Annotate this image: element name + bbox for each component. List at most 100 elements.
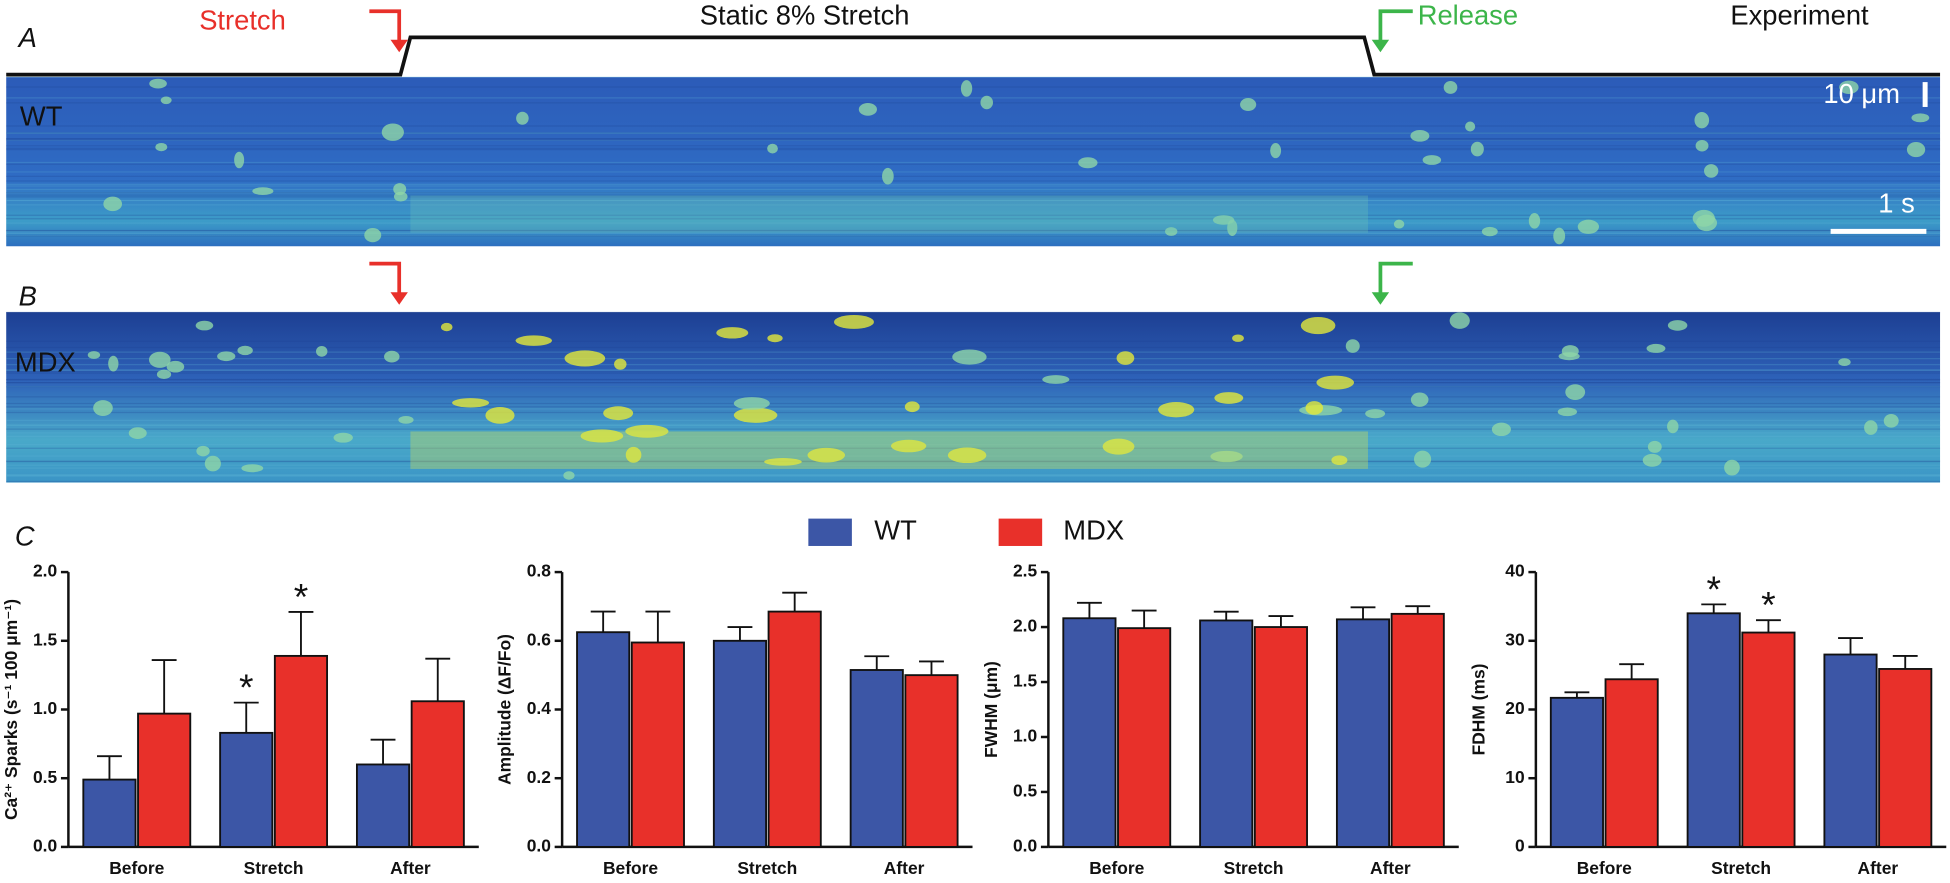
bar <box>1823 653 1878 848</box>
spark <box>1042 375 1070 384</box>
y-tick-label: 0.2 <box>527 767 551 787</box>
bar <box>1390 612 1445 848</box>
spark <box>1449 312 1470 329</box>
spark <box>108 355 119 372</box>
linescan-mdx <box>6 311 1941 483</box>
spark <box>1210 450 1243 463</box>
spark <box>563 471 575 480</box>
spark <box>1102 438 1135 455</box>
spark <box>733 397 770 410</box>
spark <box>564 350 606 367</box>
linescan-background <box>6 77 1941 247</box>
x-tick-label: Before <box>109 858 164 878</box>
spark <box>1692 209 1715 227</box>
y-tick-label: 10 <box>1505 767 1524 787</box>
stretch-band <box>410 431 1368 469</box>
legend-label: WT <box>874 515 917 546</box>
spark <box>1212 215 1235 225</box>
x-tick-label: After <box>390 858 431 878</box>
linescan-wt <box>6 76 1941 247</box>
stretch-band <box>410 195 1368 233</box>
spark <box>1491 422 1511 437</box>
x-tick-label: After <box>1370 858 1411 878</box>
spark <box>149 78 167 89</box>
bar <box>273 654 329 848</box>
spark <box>1481 226 1498 237</box>
spark <box>1443 80 1458 94</box>
spark <box>515 335 552 346</box>
static-label: Static 8% Stretch <box>700 0 910 31</box>
spark <box>196 445 210 457</box>
spark <box>1465 121 1476 132</box>
spark <box>858 103 877 116</box>
bar <box>712 639 768 848</box>
stretch-arrowhead <box>390 39 408 53</box>
y-tick-label: 20 <box>1505 698 1524 718</box>
spark <box>516 111 529 125</box>
spark <box>384 350 400 363</box>
spark <box>1883 413 1899 428</box>
spark <box>733 407 778 423</box>
spark <box>252 187 274 196</box>
stretch-label: Stretch <box>199 5 286 36</box>
spark <box>1165 227 1178 236</box>
bar <box>137 712 192 848</box>
spark <box>833 314 874 329</box>
spark <box>166 360 185 373</box>
spark <box>1864 420 1878 435</box>
spark <box>952 349 987 365</box>
x-tick-label: After <box>884 858 925 878</box>
bar <box>1062 617 1117 848</box>
spark <box>1345 339 1360 353</box>
spark <box>1724 459 1740 476</box>
spark <box>960 80 973 97</box>
y-tick-label: 0.8 <box>527 561 552 581</box>
bar <box>849 669 904 848</box>
spark <box>1667 419 1679 434</box>
spark <box>364 228 382 243</box>
spark <box>204 455 221 472</box>
spark <box>625 446 642 463</box>
panel-label: B <box>19 281 37 312</box>
spark <box>1158 402 1195 418</box>
y-tick-label: 2.0 <box>33 561 57 581</box>
bar <box>1199 619 1254 848</box>
y-tick-label: 0.0 <box>1013 836 1037 856</box>
release-arrow <box>1378 261 1413 300</box>
spark <box>128 427 147 440</box>
spark <box>234 151 245 169</box>
bar <box>355 763 411 848</box>
scale-x-label: 1 s <box>1878 187 1914 218</box>
spark <box>882 167 894 185</box>
spark <box>1839 80 1859 95</box>
bar <box>904 674 959 848</box>
legend-swatch <box>808 518 852 546</box>
bar <box>410 700 465 848</box>
spark <box>316 345 328 357</box>
spark <box>1240 98 1257 112</box>
stretch-arrow <box>369 9 402 48</box>
significance-marker: * <box>1761 584 1776 626</box>
y-axis-label: Amplitude (ΔF/Fo) <box>495 634 515 785</box>
spark <box>1232 334 1244 342</box>
bar <box>1741 631 1796 848</box>
spark <box>241 464 264 473</box>
x-tick-label: Stretch <box>244 858 304 878</box>
spark <box>93 400 113 416</box>
spark <box>1316 375 1354 390</box>
spark <box>1470 141 1484 157</box>
y-tick-label: 2.0 <box>1013 616 1037 636</box>
spark <box>1270 143 1282 159</box>
stretch-arrow <box>369 261 402 300</box>
spark <box>1646 343 1666 353</box>
panel-label: C <box>15 521 35 552</box>
spark <box>1214 392 1244 404</box>
bar <box>219 731 274 848</box>
spark <box>1078 157 1098 169</box>
spark <box>1667 320 1688 331</box>
spark <box>1413 450 1432 468</box>
spark <box>195 320 214 331</box>
significance-marker: * <box>294 575 309 617</box>
spark <box>1557 407 1578 417</box>
